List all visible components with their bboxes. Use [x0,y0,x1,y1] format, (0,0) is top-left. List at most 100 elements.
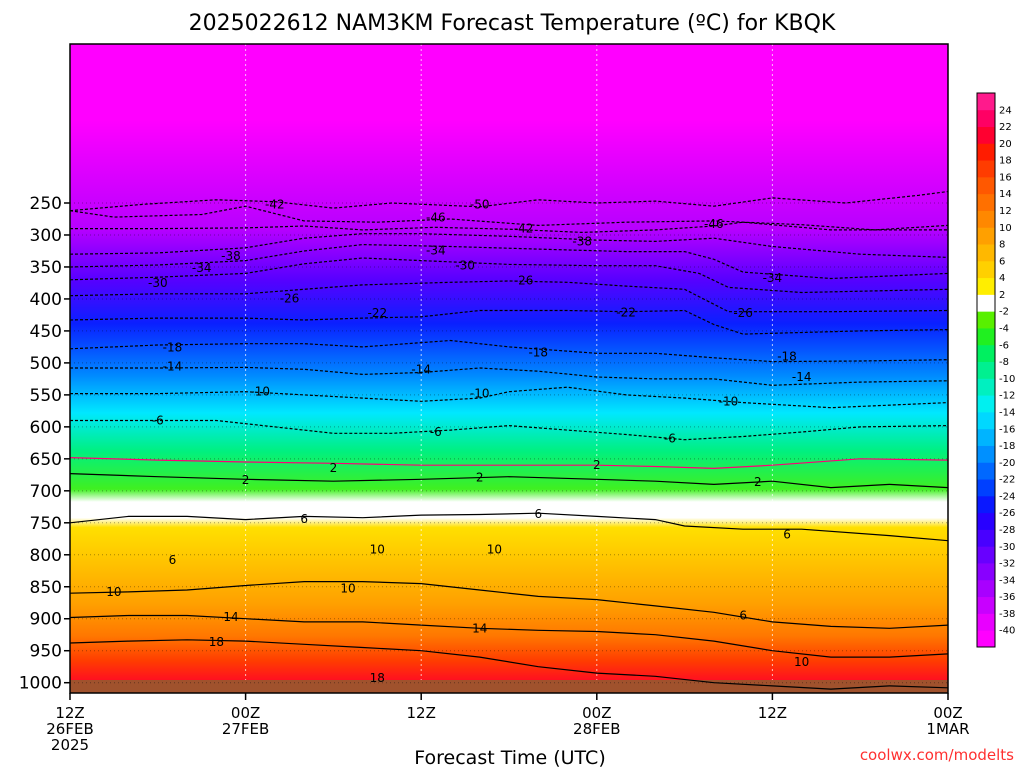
contour-label: -10 [470,387,490,401]
contour-label: 2 [476,470,484,484]
contour-label: -18 [528,346,548,360]
y-tick-label: 500 [30,354,62,374]
x-tick-label: 28FEB [573,720,620,738]
y-tick-label: 700 [30,482,62,502]
colorbar-swatch [977,512,995,530]
y-tick-label: 550 [30,386,62,406]
x-tick-label: 12Z [55,704,84,722]
contour-label: -30 [148,276,168,290]
y-tick-label: 650 [30,450,62,470]
contour-label: -10 [250,385,270,399]
colorbar-swatch [977,109,995,127]
contour-label: -6 [430,425,442,439]
x-tick-label: 26FEB [46,720,93,738]
y-tick-label: 250 [30,194,62,214]
contour-label: -26 [733,306,753,320]
contour-label: -38 [221,249,241,263]
contour-label: 2 [330,461,338,475]
colorbar-swatch [977,311,995,329]
contour-label: -34 [426,243,446,257]
y-tick-label: 950 [30,642,62,662]
contour-lines [69,190,949,690]
x-axis-title: Forecast Time (UTC) [414,747,605,768]
colorbar-label: -22 [999,475,1015,486]
contour-label: 6 [300,512,308,526]
colorbar-label: -36 [999,592,1015,603]
contour-line [69,280,949,313]
y-tick-label: 750 [30,514,62,534]
x-tick-label: 00Z [582,704,611,722]
contour-line [69,457,949,470]
colorbar-label: -18 [999,441,1015,452]
contour-label: 10 [340,582,355,596]
contour-label: -50 [470,197,490,211]
contour-label: 10 [106,585,121,599]
colorbar-swatch [977,126,995,144]
contour-label: 14 [223,610,238,624]
colorbar-label: -8 [999,357,1009,368]
contour-label: 2 [242,473,250,487]
contour-label: -42 [514,222,534,236]
colorbar-swatch [977,563,995,581]
y-tick-label: 850 [30,578,62,598]
contour-label: -30 [455,259,475,273]
colorbar: 24 22 20 18 16 14 12 10 8 6 4 2 -2 -4 -6 -8 -10 -12 -14 -16… [976,92,1015,648]
contour-label: 6 [169,553,177,567]
contour-label: 6 [783,527,791,541]
colorbar-label: -26 [999,508,1015,519]
contour-label: -6 [664,431,676,445]
x-tick-label: 2025 [51,736,89,754]
y-tick-label: 450 [30,322,62,342]
contour-line [69,614,949,658]
contour-label: -22 [367,306,387,320]
contour-label: -18 [163,341,183,355]
y-tick-label: 1000 [19,674,62,694]
colorbar-swatch [977,596,995,614]
contour-label: 14 [472,621,487,635]
contour-line [69,339,949,363]
contour-label: -18 [777,350,797,364]
contour-label: -14 [163,360,183,374]
contour-line [69,243,949,280]
contour-label: -46 [704,217,724,231]
y-tick-label: 300 [30,226,62,246]
chart-title: 2025022612 NAM3KM Forecast Temperature (… [189,11,836,36]
colorbar-label: -10 [999,374,1015,385]
contour-label: -46 [426,211,446,225]
colorbar-swatch [977,579,995,598]
colorbar-label: -12 [999,391,1015,402]
colorbar-label: -20 [999,458,1015,469]
colorbar-swatch [977,529,995,547]
colorbar-swatch [977,294,995,312]
colorbar-swatch [977,227,995,245]
colorbar-label: -30 [999,542,1015,553]
colorbar-label: -28 [999,525,1015,536]
x-tick-label: 12Z [407,704,436,722]
y-tick-label: 600 [30,418,62,438]
colorbar-label: 18 [999,156,1012,167]
contour-label: 10 [370,543,385,557]
colorbar-swatch [977,630,995,648]
colorbar-swatch [977,176,995,195]
credit-link[interactable]: coolwx.com/modelts [860,746,1014,764]
colorbar-label: -34 [999,575,1015,586]
x-tick-label: 1MAR [926,720,969,738]
plot-frame [69,43,949,694]
contour-line [69,205,949,231]
contour-line [69,473,949,489]
colorbar-swatch [977,445,995,463]
colorbar-label: -40 [999,626,1015,637]
colorbar-swatch [977,613,995,631]
contour-line [70,221,948,234]
contour-label: 10 [794,655,809,669]
colorbar-label: 12 [999,206,1012,217]
colorbar-label: 6 [999,256,1005,267]
colorbar-swatch [977,328,995,346]
colorbar-swatch [977,495,995,514]
contour-line [69,233,949,258]
contour-label: -34 [192,261,212,275]
contour-line [69,257,949,294]
colorbar-label: 24 [999,105,1012,116]
colorbar-label: -24 [999,491,1015,502]
